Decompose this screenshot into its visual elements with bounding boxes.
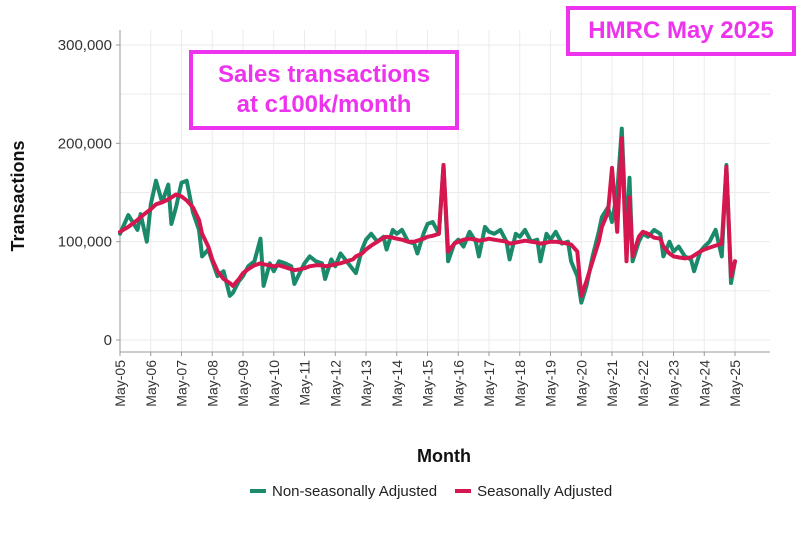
- x-tick-label: May-12: [327, 360, 343, 407]
- legend: Non-seasonally Adjusted Seasonally Adjus…: [250, 481, 670, 501]
- x-tick-label: May-21: [604, 360, 620, 407]
- x-tick-label: May-14: [389, 360, 405, 407]
- x-tick-label: May-20: [573, 360, 589, 407]
- legend-label-nsa: Non-seasonally Adjusted: [272, 482, 438, 500]
- x-tick-label: May-05: [112, 360, 128, 407]
- x-axis-label: Month: [417, 446, 471, 466]
- series-line-nsa: [118, 126, 737, 305]
- legend-item-nsa: Non-seasonally Adjusted: [250, 483, 437, 500]
- x-tick-labels: May-05 May-06 May-07 May-08 May-09 May-10 May-…: [112, 352, 743, 407]
- legend-label-sa: Seasonally Adjusted: [477, 482, 613, 500]
- x-tick-label: May-19: [543, 360, 559, 407]
- x-tick-label: May-22: [635, 360, 651, 407]
- x-tick-label: May-10: [266, 360, 282, 407]
- x-tick-label: May-06: [143, 360, 159, 407]
- x-tick-label: May-24: [696, 360, 712, 407]
- y-tick-labels: 0 100,000 200,000 300,000: [58, 37, 120, 349]
- x-tick-label: May-17: [481, 360, 497, 407]
- series-lines: [118, 126, 737, 305]
- source-annotation-text: HMRC May 2025: [588, 17, 774, 44]
- x-tick-label: May-09: [235, 360, 251, 407]
- note-annotation-box: Sales transactions at c100k/month: [189, 50, 459, 130]
- x-tick-label: May-08: [204, 360, 220, 407]
- x-tick-label: May-13: [358, 360, 374, 407]
- x-tick-label: May-25: [727, 360, 743, 407]
- legend-swatch-nsa: [250, 489, 266, 493]
- note-line-2: at c100k/month: [236, 91, 412, 118]
- source-annotation-box: HMRC May 2025: [566, 6, 796, 56]
- x-tick-label: May-16: [450, 360, 466, 407]
- y-tick-label: 100,000: [58, 234, 112, 251]
- y-tick-label: 200,000: [58, 135, 112, 152]
- y-tick-label: 0: [104, 332, 112, 349]
- series-line-sa: [118, 136, 737, 298]
- legend-swatch-sa: [455, 489, 472, 493]
- x-tick-label: May-07: [174, 360, 190, 407]
- x-tick-label: May-11: [297, 360, 313, 406]
- x-tick-label: May-23: [666, 360, 682, 407]
- x-tick-label: May-15: [420, 360, 436, 407]
- note-line-1: Sales transactions: [217, 61, 431, 88]
- y-axis-label: Transactions: [8, 140, 28, 251]
- axes: [119, 30, 770, 353]
- legend-item-sa: Seasonally Adjusted: [455, 483, 612, 500]
- x-tick-label: May-18: [512, 360, 528, 407]
- y-tick-label: 300,000: [58, 37, 112, 54]
